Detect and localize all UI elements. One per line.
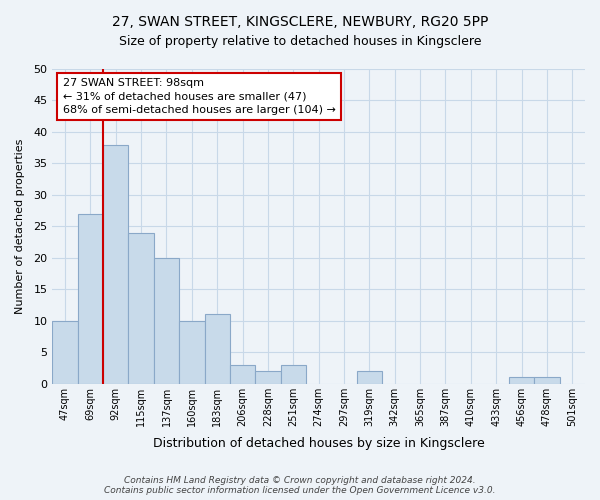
Bar [205, 314, 230, 384]
Bar [52, 321, 77, 384]
Bar [509, 378, 534, 384]
Text: 27, SWAN STREET, KINGSCLERE, NEWBURY, RG20 5PP: 27, SWAN STREET, KINGSCLERE, NEWBURY, RG… [112, 15, 488, 29]
X-axis label: Distribution of detached houses by size in Kingsclere: Distribution of detached houses by size … [153, 437, 485, 450]
Bar [128, 232, 154, 384]
Bar [534, 378, 560, 384]
Bar [357, 371, 382, 384]
Text: 27 SWAN STREET: 98sqm
← 31% of detached houses are smaller (47)
68% of semi-deta: 27 SWAN STREET: 98sqm ← 31% of detached … [63, 78, 336, 115]
Bar [281, 365, 306, 384]
Y-axis label: Number of detached properties: Number of detached properties [15, 138, 25, 314]
Bar [230, 365, 255, 384]
Bar [77, 214, 103, 384]
Bar [179, 321, 205, 384]
Text: Size of property relative to detached houses in Kingsclere: Size of property relative to detached ho… [119, 35, 481, 48]
Bar [103, 144, 128, 384]
Text: Contains HM Land Registry data © Crown copyright and database right 2024.
Contai: Contains HM Land Registry data © Crown c… [104, 476, 496, 495]
Bar [255, 371, 281, 384]
Bar [154, 258, 179, 384]
